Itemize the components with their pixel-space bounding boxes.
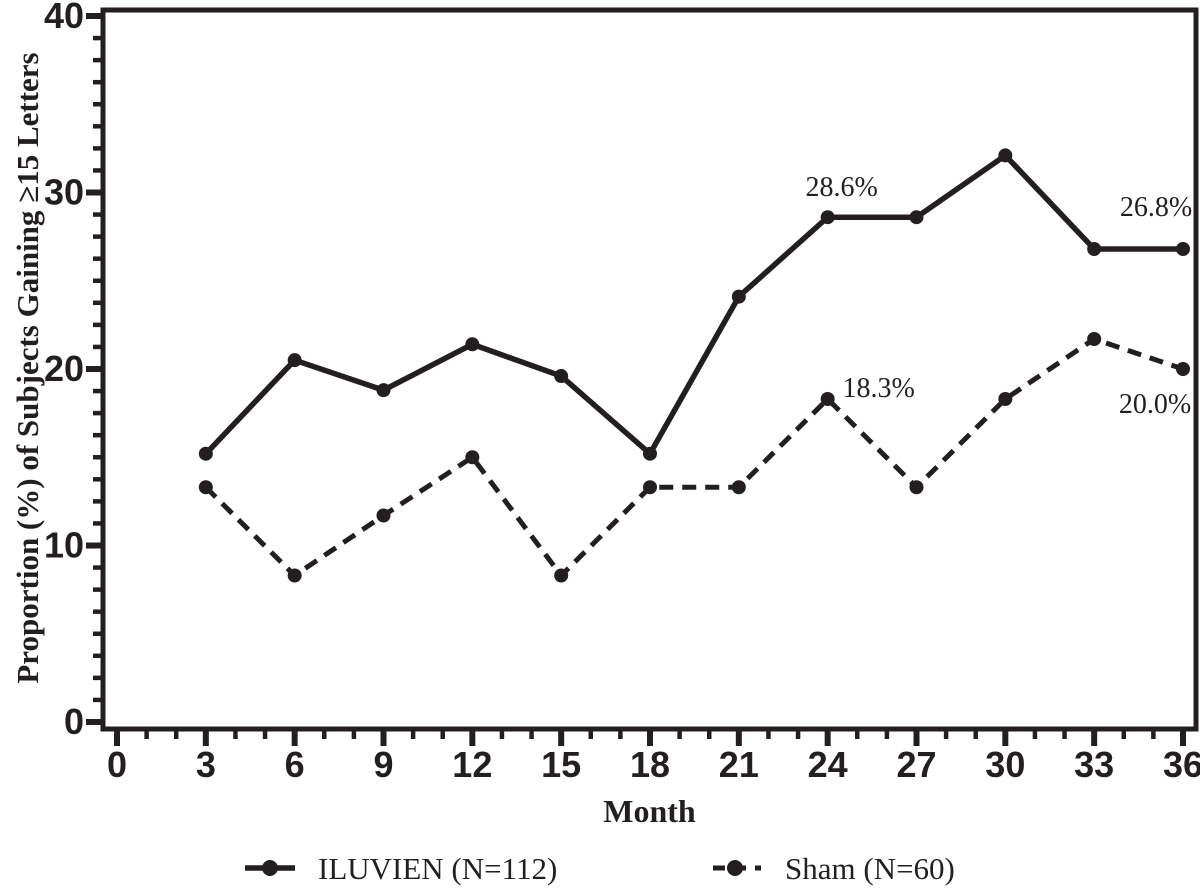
series-marker-0 [820,210,835,225]
series-marker-0 [465,337,480,352]
series-marker-1 [998,392,1013,407]
x-tick-label: 0 [107,744,127,785]
series-marker-0 [909,210,924,225]
annotation-label: 26.8% [1120,192,1192,223]
plot-frame [100,7,1199,732]
y-tick-label: 30 [44,172,84,213]
y-tick-label: 10 [44,525,84,566]
series-marker-0 [198,446,213,461]
legend-item-sham: Sham (N=60) [711,849,955,889]
series-marker-1 [376,508,391,523]
annotation-label: 20.0% [1119,389,1191,420]
series-marker-0 [554,369,569,384]
series-marker-1 [731,480,746,495]
series-marker-1 [820,392,835,407]
x-tick-label: 3 [196,744,216,785]
x-tick-label: 21 [719,744,759,785]
y-tick-label: 0 [64,701,84,742]
x-tick-label: 12 [452,744,492,785]
legend-item-iluvien: ILUVIEN (N=112) [243,849,557,889]
series-marker-0 [998,148,1013,163]
series-marker-0 [376,383,391,398]
series-marker-1 [1087,331,1102,346]
x-tick-label: 24 [808,744,848,785]
x-tick-label: 15 [541,744,581,785]
series-marker-0 [731,289,746,304]
series-marker-1 [287,568,302,583]
y-tick-label: 20 [44,348,84,389]
x-tick-label: 36 [1163,744,1200,785]
series-marker-1 [198,480,213,495]
series-marker-1 [554,568,569,583]
x-tick-label: 33 [1074,744,1114,785]
x-tick-label: 27 [896,744,936,785]
legend-label-sham: Sham (N=60) [785,851,955,886]
series-marker-1 [465,450,480,465]
annotation-label: 18.3% [842,373,914,404]
series-marker-1 [642,480,657,495]
series-line-1 [204,336,1184,580]
x-tick-label: 6 [285,744,305,785]
y-axis-title: Proportion (%) of Subjects Gaining ≥15 L… [10,52,45,684]
x-tick-label: 9 [373,744,393,785]
series-marker-0 [1175,241,1190,256]
series-line-0 [203,151,1183,459]
legend-solid-line-marker-icon [245,860,295,876]
series-marker-0 [642,446,657,461]
x-tick-label: 30 [985,744,1025,785]
series-marker-1 [1175,362,1190,376]
annotation-label: 28.6% [805,172,877,203]
x-axis-title: Month [603,793,696,829]
legend-label-iluvien: ILUVIEN (N=112) [318,851,558,886]
x-tick-label: 18 [630,744,670,785]
series-marker-1 [909,480,924,495]
legend-dashed-line-marker-icon [713,860,761,876]
series-marker-0 [1087,241,1102,256]
series-marker-0 [287,353,302,368]
y-tick-label: 40 [44,0,84,36]
